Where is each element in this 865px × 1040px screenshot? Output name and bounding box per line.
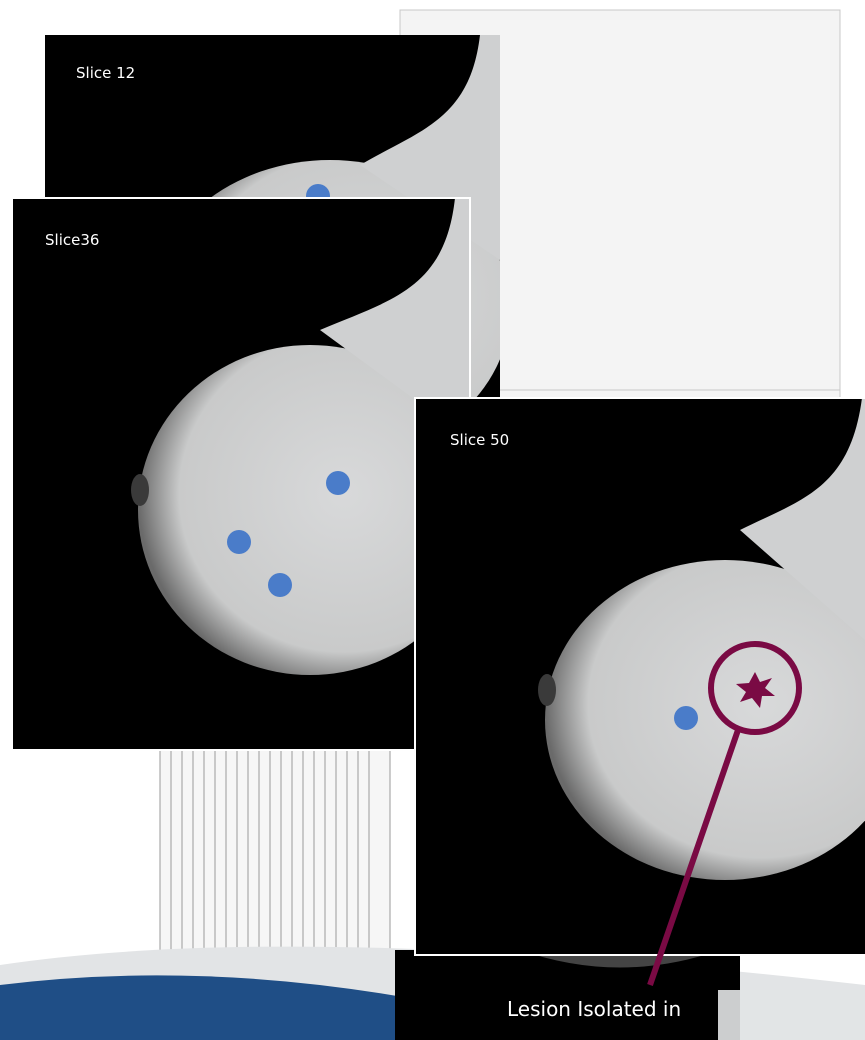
dot <box>326 471 350 495</box>
stack-sheet <box>368 749 391 965</box>
slice-label: Slice 12 <box>76 64 135 82</box>
panel-base <box>395 950 740 1040</box>
dot <box>227 530 251 554</box>
slice-panel <box>12 198 470 750</box>
lesion <box>736 672 775 708</box>
callout-label: Lesion Isolated in <box>507 997 681 1021</box>
slice-label: Slice36 <box>45 231 99 249</box>
callout-circle <box>708 641 802 735</box>
dot <box>674 706 698 730</box>
swoosh-blue <box>0 975 420 1040</box>
slice-label: Slice 50 <box>450 431 509 449</box>
callout-line <box>647 729 741 986</box>
slice-panel <box>415 398 865 955</box>
dot <box>268 573 292 597</box>
